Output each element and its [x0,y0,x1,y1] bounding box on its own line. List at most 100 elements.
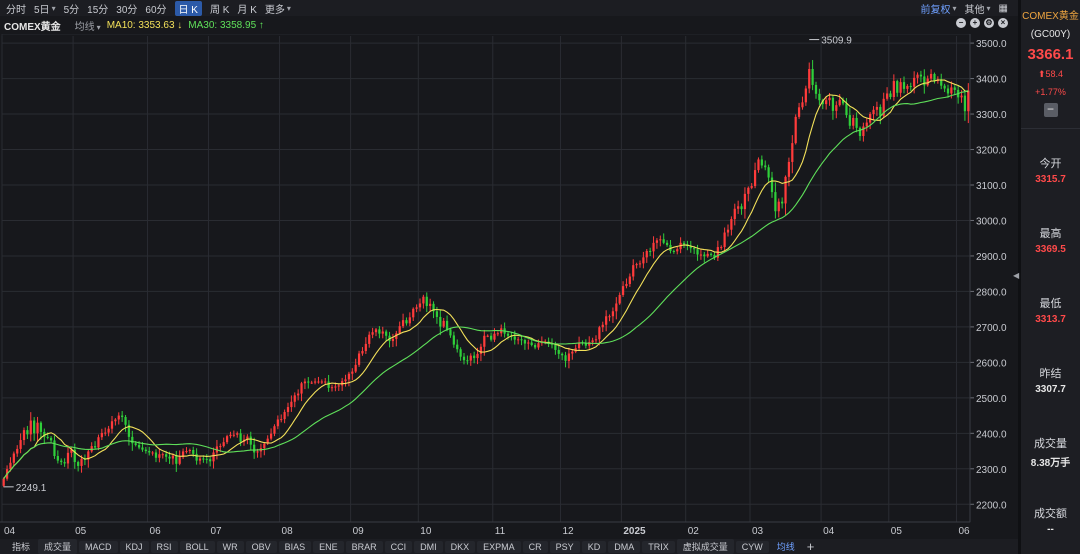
period-tab-daily[interactable]: 日 K [174,0,202,16]
add-indicator-icon[interactable]: + [806,538,815,554]
y-axis: 2200.0 2300.0 2400.0 2500.0 2600.0 2700.0 2800… [969,34,1007,522]
candle [56,456,59,461]
candle [963,95,967,112]
indicator-tab[interactable]: OBV [245,540,277,553]
candle [2,478,5,486]
period-more-label: 更多 [264,4,285,16]
candle [611,311,615,317]
candle [649,250,652,252]
indicator-tab[interactable]: ENE [313,540,344,553]
indicator-tab[interactable]: TRIX [642,540,675,553]
period-tab-monthly[interactable]: 月 K [237,4,257,16]
candle [662,239,665,243]
indicator-tab[interactable]: BOLL [179,540,215,553]
settings-icon[interactable]: ⚙ [984,18,994,28]
y-tick-label: 2500.0 [976,394,1007,405]
candle [645,250,648,258]
candle [466,360,469,362]
indicator-tab[interactable]: MACD [79,540,118,553]
candle [171,455,175,459]
y-tick-label: 2900.0 [976,252,1007,263]
collapse-arrow-icon[interactable]: ◀ [1013,271,1020,280]
candle [496,333,499,335]
indicator-tab[interactable]: CR [522,540,548,553]
indicator-tab[interactable]: RSI [150,540,178,553]
period-tab-intraday[interactable]: 分时 [6,4,26,16]
collapse-button[interactable]: − [1043,103,1058,117]
stat-value: 3307.7 [1035,384,1066,395]
candle [49,437,53,441]
zoom-out-icon[interactable]: − [956,18,966,28]
candle [137,445,141,448]
x-tick-label: 2025 [623,526,646,537]
period-tab-5min[interactable]: 5分 [63,4,80,16]
period-tab-60min[interactable]: 60分 [145,4,167,16]
x-tick-label: 06 [958,526,970,537]
close-icon[interactable]: × [998,18,1008,28]
candle [899,82,902,93]
candle [892,81,895,98]
candle [554,344,557,350]
candle [672,250,675,252]
y-tick-label: 2600.0 [976,358,1007,369]
zoom-in-icon[interactable]: + [970,18,980,28]
candle [520,339,523,341]
period-tab-weekly[interactable]: 周 K [209,4,230,16]
stat-label: 昨结 [1039,368,1062,380]
indicator-tab[interactable]: BIAS [278,540,312,553]
indicator-tab[interactable]: CCI [384,540,413,553]
candle [422,296,425,304]
candlestick-chart[interactable]: 2200.0 2300.0 2400.0 2500.0 2600.0 2700.0 2800… [0,34,1018,539]
candle [121,415,124,417]
period-tab-15min[interactable]: 15分 [87,4,109,16]
extreme-marks: 3509.9 2249.1 [3,36,852,494]
candle [699,254,703,256]
instrument-name: COMEX黄金 [4,21,61,33]
candle [733,208,736,220]
indicator-tab[interactable]: KDJ [119,540,149,553]
candle [797,107,801,117]
candle [178,457,181,464]
indicator-tab[interactable]: 指标 [12,542,31,552]
candle [209,459,212,462]
indicator-tab[interactable]: DKX [444,540,476,553]
adjust-dropdown[interactable]: 前复权 ▾ [921,1,957,16]
candle [313,381,317,383]
candle [253,444,256,453]
candle [29,420,32,435]
indicator-tab[interactable]: CYW [735,540,769,553]
x-tick-label: 08 [282,526,294,537]
candle [665,242,669,245]
overlay-type[interactable]: 均线 ▾ [75,18,101,33]
period-tab-30min[interactable]: 30分 [116,4,138,16]
grid-icon[interactable]: ▦ [998,2,1008,14]
indicator-tab[interactable]: PSY [549,540,580,553]
candle [561,353,564,356]
indicator-tab[interactable]: KD [581,540,607,553]
stat-low: 最低 3313.7 [1021,295,1080,325]
period-tab-5day[interactable]: 5日 ▾ [34,1,56,16]
candle [320,381,323,383]
indicator-tab[interactable]: EXPMA [477,540,521,553]
candle [297,393,300,396]
indicator-tab[interactable]: WR [216,540,244,553]
candle [916,74,919,78]
candle [713,254,716,258]
candle [676,249,679,252]
candle [395,333,398,339]
other-dropdown[interactable]: 其他 ▾ [965,1,991,16]
indicator-tab[interactable]: 成交量 [38,539,78,554]
candle [202,458,205,460]
period-more-menu[interactable]: 更多 ▾ [265,1,291,16]
indicator-tab[interactable]: DMI [414,540,443,553]
indicator-tab[interactable]: 均线 [776,542,795,552]
candle [175,455,178,464]
indicator-tab[interactable]: BRAR [345,540,383,553]
indicator-tab[interactable]: DMA [608,540,641,553]
indicator-tab[interactable]: 虚拟成交量 [676,539,734,554]
candle [283,412,286,420]
candle [865,122,868,127]
candle [605,316,608,325]
candle [462,356,466,361]
candle [232,434,235,436]
